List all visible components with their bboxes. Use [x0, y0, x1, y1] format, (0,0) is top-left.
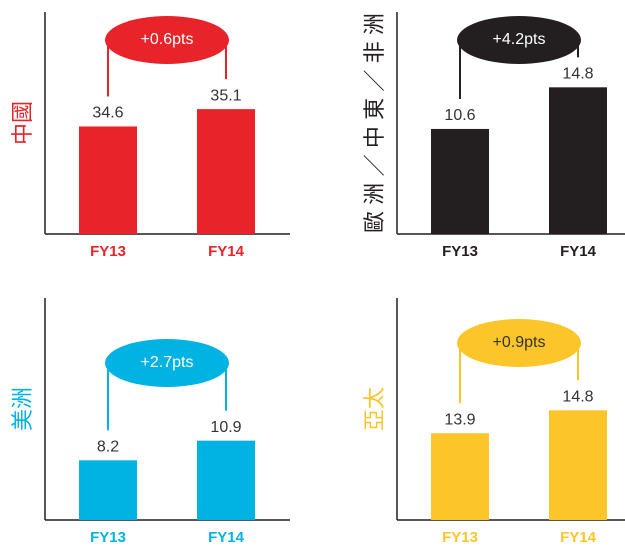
annotation: +0.6pts	[141, 31, 194, 48]
x-tick-label: FY13	[90, 529, 126, 546]
chart-panel: 美洲 8.2 FY13 10.9 FY14 +2.7pts	[10, 298, 290, 546]
chart-panel: 歐洲／中東／非洲 10.6 FY13 14.8 FY14 +4.2pts	[362, 12, 625, 260]
bar	[197, 440, 255, 520]
bar	[431, 128, 489, 234]
bar	[549, 410, 607, 520]
x-tick-label: FY14	[560, 529, 597, 546]
annotation-bubble	[105, 339, 229, 387]
y-axis-label: 歐洲／中東／非洲	[362, 13, 387, 233]
x-tick-label: FY13	[442, 243, 478, 260]
x-tick-label: FY14	[560, 243, 597, 260]
bar	[79, 126, 137, 234]
value-label: 10.9	[210, 419, 241, 436]
chart-panel: 亞太 13.9 FY13 14.8 FY14 +0.9pts	[362, 298, 625, 546]
value-label: 34.6	[92, 105, 123, 122]
bar	[79, 460, 137, 520]
annotation: +4.2pts	[493, 31, 546, 48]
bar	[549, 87, 607, 234]
value-label: 13.9	[444, 411, 475, 428]
annotation: +0.9pts	[493, 334, 546, 351]
chart-panel: 中國 34.6 FY13 35.1 FY14 +0.6pts	[10, 12, 290, 260]
x-tick-label: FY14	[208, 529, 245, 546]
value-label: 14.8	[562, 388, 593, 405]
annotation-bubble	[105, 16, 229, 64]
value-label: 14.8	[562, 66, 593, 83]
value-label: 35.1	[210, 87, 241, 104]
annotation-bubble	[457, 319, 581, 367]
x-tick-label: FY13	[442, 529, 478, 546]
y-axis-label: 亞太	[362, 387, 387, 431]
annotation-bubble	[457, 16, 581, 64]
value-label: 10.6	[444, 107, 475, 124]
annotation: +2.7pts	[141, 354, 194, 371]
x-tick-label: FY13	[90, 243, 126, 260]
x-tick-label: FY14	[208, 243, 245, 260]
y-axis-label: 美洲	[10, 387, 35, 431]
bar	[431, 433, 489, 520]
bar	[197, 109, 255, 234]
y-axis-label: 中國	[10, 101, 35, 145]
value-label: 8.2	[97, 439, 119, 456]
